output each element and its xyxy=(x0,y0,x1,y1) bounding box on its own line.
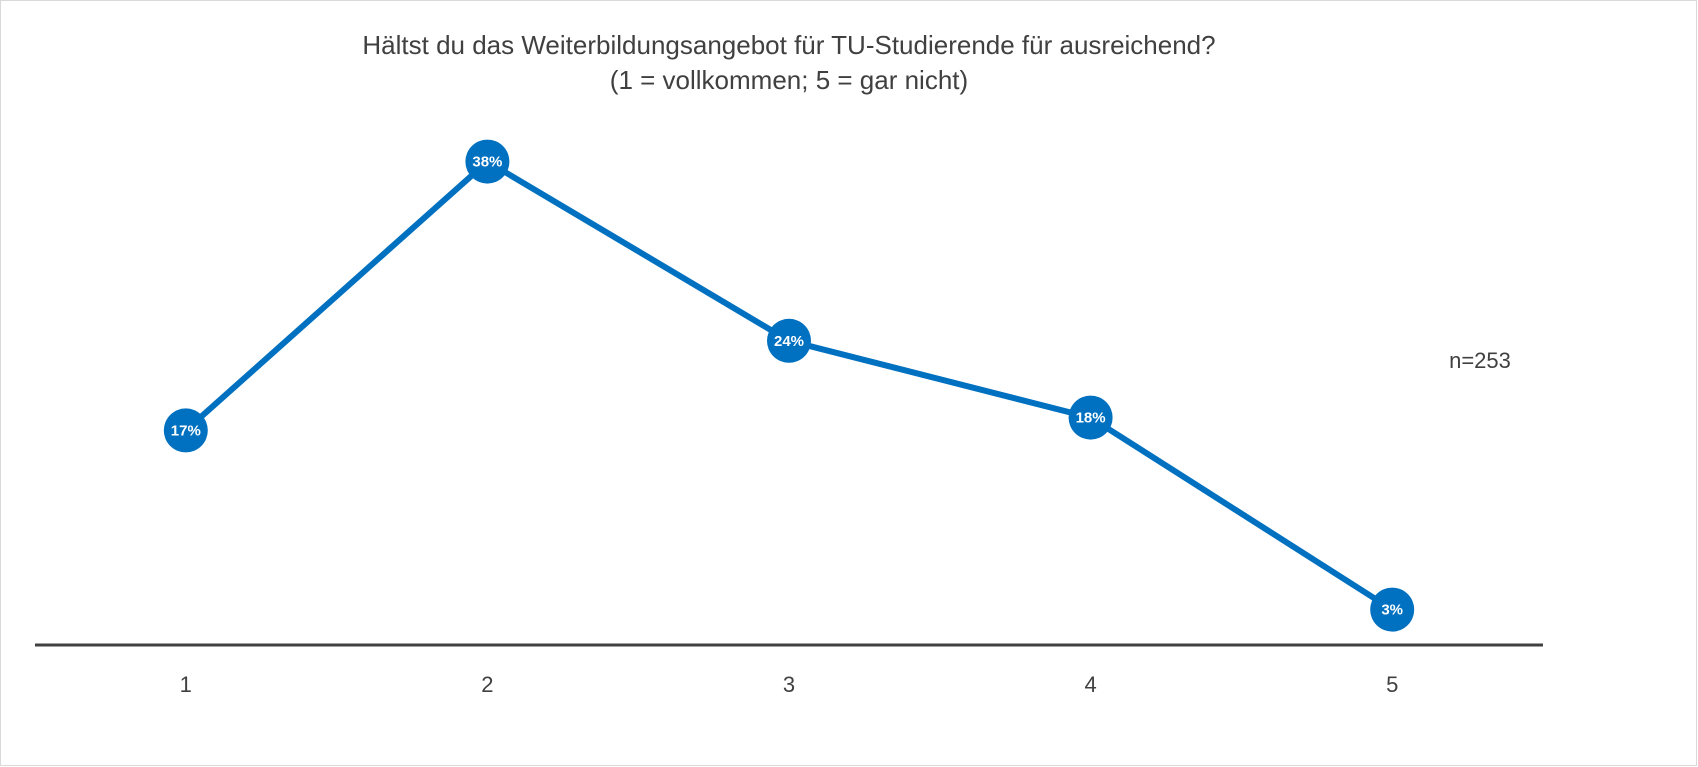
marker xyxy=(465,139,510,184)
x-tick-label: 2 xyxy=(481,672,493,697)
chart-subtitle: (1 = vollkommen; 5 = gar nicht) xyxy=(610,65,968,95)
data-label: 17% xyxy=(171,422,201,439)
data-label: 38% xyxy=(472,154,502,171)
data-label: 24% xyxy=(774,333,804,350)
x-tick-label: 1 xyxy=(180,672,192,697)
x-tick-label: 4 xyxy=(1084,672,1096,697)
x-tick-label: 3 xyxy=(783,672,795,697)
x-tick-label: 5 xyxy=(1386,672,1398,697)
marker xyxy=(1068,395,1113,440)
marker xyxy=(1370,587,1415,632)
data-label: 18% xyxy=(1076,410,1106,427)
data-label: 3% xyxy=(1381,602,1403,619)
marker xyxy=(163,408,208,453)
annotation: n=253 xyxy=(1449,348,1511,373)
chart-title: Hältst du das Weiterbildungsangebot für … xyxy=(362,30,1215,60)
marker xyxy=(767,318,811,363)
